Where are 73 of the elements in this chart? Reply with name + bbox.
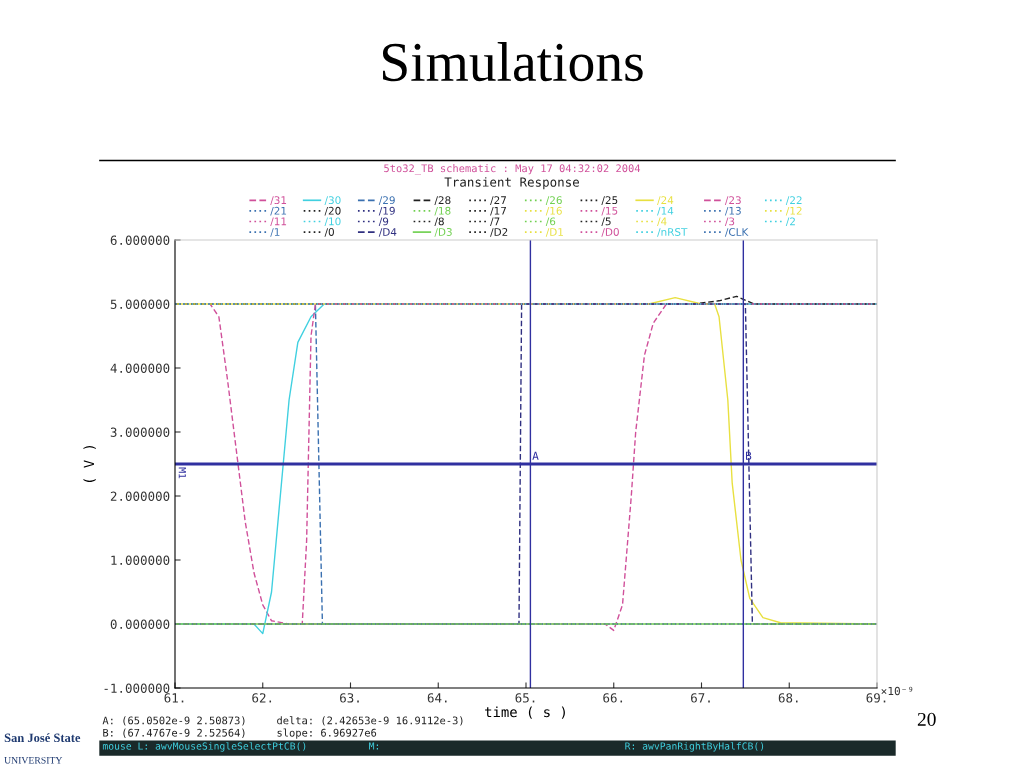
text: UNIVERSITY: [4, 756, 63, 764]
legend-label: /31: [270, 196, 287, 205]
y-tick-label: 4.000000: [110, 363, 170, 373]
y-tick-label: 0.000000: [110, 619, 170, 629]
legend-label: /CLK: [724, 228, 749, 237]
y-tick-label: 5.000000: [110, 299, 170, 309]
legend-label: /D4: [378, 228, 397, 237]
y-tick-label: 6.000000: [110, 235, 170, 245]
text: B: (67.4767e-9 2.52564): [103, 728, 245, 738]
legend-label: /24: [657, 196, 674, 205]
y-tick-label: 1.000000: [111, 555, 170, 565]
x-tick-label: 65.: [515, 693, 535, 703]
legend-label: /20: [324, 206, 341, 216]
x-tick-label: 64.: [427, 693, 447, 703]
legend-label: /22: [785, 196, 802, 205]
legend-label: /D2: [490, 228, 508, 237]
legend-label: /D0: [601, 228, 619, 237]
legend-label: /14: [657, 206, 674, 216]
legend-label: /19: [378, 206, 395, 216]
legend-label: /nRST: [657, 228, 688, 237]
legend-label: /1: [270, 228, 280, 237]
text: San José State: [4, 733, 81, 743]
y-tick-label: 3.000000: [110, 427, 170, 437]
text: 20: [917, 712, 936, 726]
legend-label: /D1: [545, 228, 563, 237]
text: delta: (2.42653e-9 16.9112e-3): [277, 716, 463, 726]
legend-label: /18: [434, 206, 451, 216]
legend-label: /30: [324, 196, 341, 205]
legend-label: /16: [545, 206, 562, 216]
text: slope: 6.96927e6: [277, 728, 377, 739]
text: Transient Response: [444, 177, 579, 190]
ref-line-label: B: [745, 451, 752, 460]
text: M:: [369, 742, 379, 750]
legend-label: /27: [490, 196, 506, 205]
legend-label: /7: [490, 217, 500, 227]
legend-label: /4: [657, 217, 667, 227]
text: A: (65.0502e-9 2.50873): [102, 716, 245, 726]
legend-label: /17: [490, 206, 506, 216]
legend-label: /6: [545, 217, 556, 227]
x-tick-label: 68.: [778, 693, 798, 703]
chart-subtitle: 5to32_TB schematic : May 17 04:32:02 2004: [384, 164, 641, 175]
legend-label: /23: [724, 196, 741, 205]
legend-label: /25: [601, 196, 618, 205]
x-tick-label: 66.: [603, 693, 623, 703]
legend-label: /29: [378, 196, 395, 205]
legend-label: /28: [434, 196, 451, 205]
legend-label: /8: [434, 217, 444, 227]
y-tick-label: 2.000000: [110, 491, 170, 501]
legend-label: /15: [601, 206, 618, 216]
x-tick-label: 61.: [164, 693, 184, 703]
legend-label: /21: [270, 206, 287, 216]
legend-label: /26: [545, 196, 562, 205]
legend-label: /D3: [434, 228, 452, 237]
ref-line-label: M1: [178, 467, 186, 479]
legend-label: /5: [601, 217, 611, 227]
chart-title: Simulations: [382, 42, 643, 82]
x-tick-label: 67.: [691, 693, 710, 703]
legend-label: /10: [324, 217, 341, 227]
legend-label: /0: [324, 228, 334, 237]
x-tick-label: 62.: [252, 693, 272, 703]
legend-label: /3: [724, 217, 735, 227]
legend-label: /13: [724, 206, 741, 216]
text: R: awvPanRightByHalfCB(): [625, 742, 764, 752]
y-axis-title: ( V ): [83, 445, 96, 483]
x-tick-label: 63.: [340, 693, 359, 703]
y-tick-label: -1.000000: [104, 683, 170, 693]
text: mouse L: awvMouseSingleSelectPtCB(): [102, 742, 306, 752]
legend-label: /12: [785, 206, 802, 216]
legend-label: /11: [270, 217, 287, 227]
ref-line-label: A: [532, 451, 539, 460]
legend-label: /2: [785, 217, 795, 227]
x-axis-title: time ( s ): [485, 706, 565, 719]
legend-label: /9: [378, 217, 389, 227]
